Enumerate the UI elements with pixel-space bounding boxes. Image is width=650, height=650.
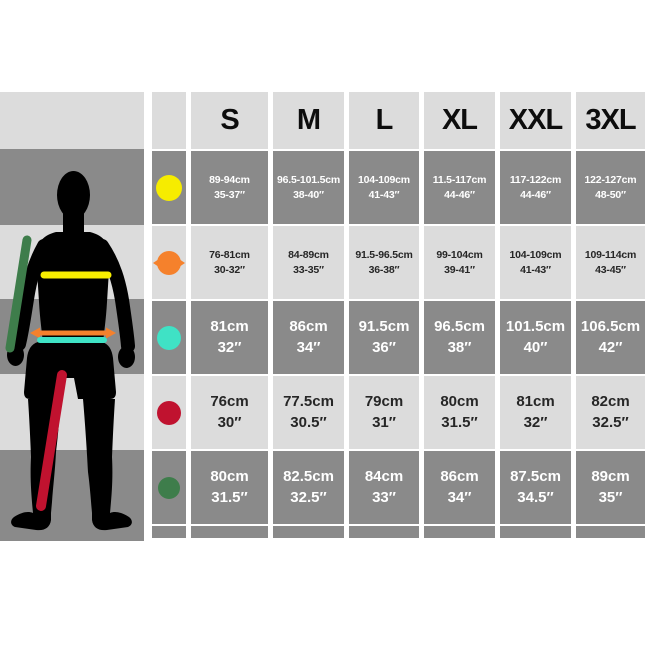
chest-3xl: 122-127cm 48-50″	[576, 151, 645, 224]
waist-marker-cell	[152, 226, 186, 299]
chest-xl: 11.5-117cm 44-46″	[424, 151, 495, 224]
sleeve-l: 84cm 33″	[349, 451, 419, 524]
bottom-strip	[191, 526, 268, 538]
sleeve-xxl: 87.5cm 34.5″	[500, 451, 571, 524]
waist-m: 84-89cm 33-35″	[273, 226, 344, 299]
bottom-strip	[349, 526, 419, 538]
size-header-m: M	[273, 92, 344, 149]
seat-xl: 96.5cm 38″	[424, 301, 495, 374]
silhouette-shorts	[24, 342, 116, 399]
inside-leg-m: 77.5cm 30.5″	[273, 376, 344, 449]
sleeve-line	[5, 235, 32, 353]
header-spacer	[152, 92, 186, 149]
seat-m: 86cm 34″	[273, 301, 344, 374]
male-silhouette	[5, 171, 135, 531]
sleeve-marker-icon	[158, 476, 180, 499]
sleeve-3xl: 89cm 35″	[576, 451, 645, 524]
inside-leg-marker-icon	[157, 400, 181, 425]
waist-l: 91.5-96.5cm 36-38″	[349, 226, 419, 299]
stripe-band	[0, 374, 144, 450]
size-header-3xl: 3XL	[576, 92, 645, 149]
waist-arrow-left	[30, 327, 40, 339]
inside-leg-marker-cell	[152, 376, 186, 449]
size-header-l: L	[349, 92, 419, 149]
waist-xxl: 104-109cm 41-43″	[500, 226, 571, 299]
inside-leg-s: 76cm 30″	[191, 376, 268, 449]
silhouette-torso	[36, 232, 110, 344]
stripe-band	[0, 92, 144, 149]
inside-leg-xl: 80cm 31.5″	[424, 376, 495, 449]
size-header-s: S	[191, 92, 268, 149]
chest-marker-cell	[152, 151, 186, 224]
size-header-xxl: XXL	[500, 92, 571, 149]
bottom-strip	[576, 526, 645, 538]
inside-leg-line	[36, 370, 67, 511]
seat-s: 81cm 32″	[191, 301, 268, 374]
seat-xxl: 101.5cm 40″	[500, 301, 571, 374]
waist-marker-icon	[153, 250, 185, 275]
waist-s: 76-81cm 30-32″	[191, 226, 268, 299]
sleeve-s: 80cm 31.5″	[191, 451, 268, 524]
waist-arrow-right	[106, 327, 116, 339]
seat-marker-cell	[152, 301, 186, 374]
inside-leg-3xl: 82cm 32.5″	[576, 376, 645, 449]
size-header-xl: XL	[424, 92, 495, 149]
chest-marker-icon	[156, 174, 182, 201]
waist-xl: 99-104cm 39-41″	[424, 226, 495, 299]
seat-l: 91.5cm 36″	[349, 301, 419, 374]
bottom-strip	[424, 526, 495, 538]
inside-leg-l: 79cm 31″	[349, 376, 419, 449]
chest-l: 104-109cm 41-43″	[349, 151, 419, 224]
bottom-strip	[152, 526, 186, 538]
bottom-strip	[500, 526, 571, 538]
sleeve-m: 82.5cm 32.5″	[273, 451, 344, 524]
chest-xxl: 117-122cm 44-46″	[500, 151, 571, 224]
seat-marker-icon	[157, 325, 181, 350]
sleeve-marker-cell	[152, 451, 186, 524]
waist-3xl: 109-114cm 43-45″	[576, 226, 645, 299]
sleeve-xl: 86cm 34″	[424, 451, 495, 524]
figure-panel	[0, 92, 144, 541]
chest-m: 96.5-101.5cm 38-40″	[273, 151, 344, 224]
seat-3xl: 106.5cm 42″	[576, 301, 645, 374]
size-table: S M L XL XXL 3XL 89-94cm 35-37″ 96.5-101.…	[152, 92, 645, 538]
bottom-strip	[273, 526, 344, 538]
chest-s: 89-94cm 35-37″	[191, 151, 268, 224]
inside-leg-xxl: 81cm 32″	[500, 376, 571, 449]
